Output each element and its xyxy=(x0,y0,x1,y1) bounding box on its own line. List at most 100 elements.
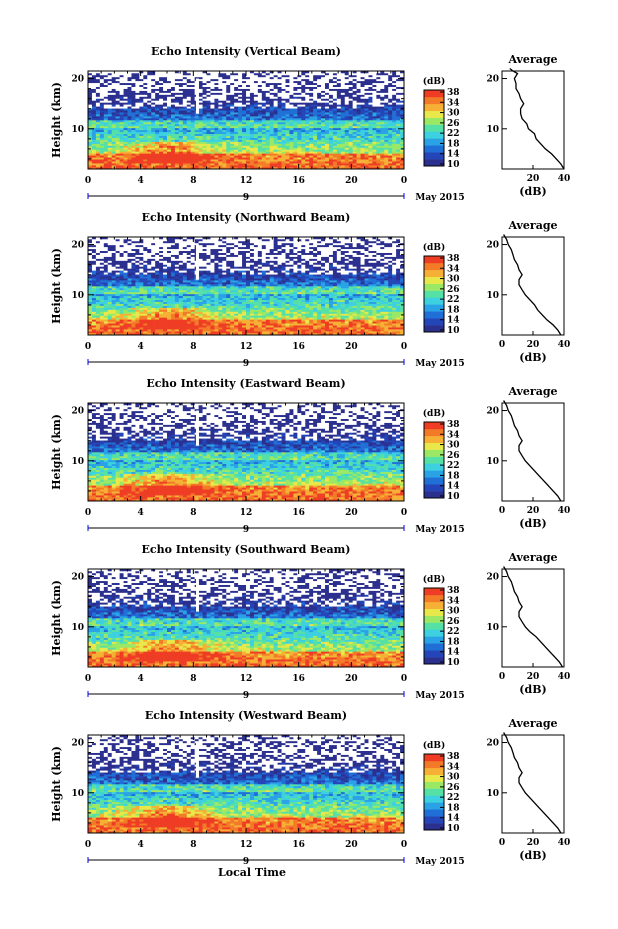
colorbar-tick-label: 14 xyxy=(447,482,460,492)
colorbar-tick-label: 22 xyxy=(447,461,460,471)
x-tick-label: 4 xyxy=(138,840,144,850)
colorbar-segment xyxy=(424,304,444,312)
date-marker: 9 xyxy=(243,691,249,701)
avg-y-tick-label: 20 xyxy=(486,573,499,583)
y-tick-label: 10 xyxy=(71,291,84,301)
data-gap xyxy=(195,244,199,280)
colorbar-tick-label: 14 xyxy=(447,648,460,658)
colorbar-segment xyxy=(424,422,444,430)
y-axis-label: Height (km) xyxy=(50,580,63,656)
x-tick-label: 8 xyxy=(190,176,196,186)
avg-y-tick-label: 10 xyxy=(486,125,499,135)
avg-x-tick-label: 20 xyxy=(527,838,540,848)
avg-x-tick-label: 20 xyxy=(527,174,540,184)
x-tick-label: 16 xyxy=(292,342,305,352)
colorbar-segment xyxy=(424,256,444,264)
colorbar-segment xyxy=(424,643,444,651)
average-xlabel: (dB) xyxy=(519,185,546,198)
colorbar-segment xyxy=(424,283,444,291)
x-tick-label: 4 xyxy=(138,342,144,352)
colorbar-segment xyxy=(424,152,444,160)
x-tick-label: 0 xyxy=(85,674,91,684)
colorbar-tick-label: 38 xyxy=(447,88,460,98)
colorbar-segment xyxy=(424,588,444,596)
x-tick-label: 8 xyxy=(190,674,196,684)
colorbar-segment xyxy=(424,456,444,464)
date-label: May 2015 xyxy=(415,525,464,535)
colorbar-segment xyxy=(424,629,444,637)
x-tick-label: 0 xyxy=(85,840,91,850)
colorbar-segment xyxy=(424,477,444,485)
colorbar-segment xyxy=(424,90,444,98)
colorbar-tick-label: 30 xyxy=(447,275,460,285)
data-gap xyxy=(195,410,199,446)
x-tick-label: 20 xyxy=(345,176,358,186)
colorbar-tick-label: 10 xyxy=(447,492,460,502)
y-tick-label: 20 xyxy=(71,75,84,85)
average-profile: Average 10 20 0 20 40 (dB) xyxy=(486,551,570,696)
avg-x-tick-label: 0 xyxy=(499,672,505,682)
colorbar-segment xyxy=(424,463,444,471)
data-gap xyxy=(195,78,199,114)
y-tick-label: 10 xyxy=(71,789,84,799)
date-label: May 2015 xyxy=(415,857,464,867)
date-marker: 9 xyxy=(243,359,249,369)
average-xlabel: (dB) xyxy=(519,849,546,862)
y-axis-label: Height (km) xyxy=(50,746,63,822)
colorbar-segment xyxy=(424,650,444,658)
avg-x-tick-label: 0 xyxy=(499,838,505,848)
colorbar-unit: (dB) xyxy=(423,740,445,751)
colorbar-tick-label: 30 xyxy=(447,109,460,119)
colorbar-segment xyxy=(424,767,444,776)
avg-y-tick-label: 10 xyxy=(486,457,499,467)
colorbar-unit: (dB) xyxy=(423,76,445,87)
x-tick-label: 20 xyxy=(345,508,358,518)
x-tick-label: 0 xyxy=(401,840,407,850)
y-tick-label: 20 xyxy=(71,739,84,749)
date-label: May 2015 xyxy=(415,691,464,701)
colorbar-frame xyxy=(423,421,445,499)
x-tick-label: 4 xyxy=(138,674,144,684)
colorbar-segment xyxy=(424,131,444,139)
average-title: Average xyxy=(507,551,557,564)
colorbar-tick-label: 18 xyxy=(447,471,460,481)
y-axis-label: Height (km) xyxy=(50,414,63,490)
colorbar-segment xyxy=(424,96,444,105)
colorbar-frame xyxy=(423,587,445,665)
panel-title: Echo Intensity (Westward Beam) xyxy=(145,709,347,722)
heatmap xyxy=(88,71,405,170)
date-label: May 2015 xyxy=(415,359,464,369)
avg-y-tick-label: 20 xyxy=(486,739,499,749)
date-marker: 9 xyxy=(243,857,249,867)
x-tick-label: 20 xyxy=(345,342,358,352)
date-marker: 9 xyxy=(243,193,249,203)
colorbar-tick-label: 26 xyxy=(447,783,460,793)
colorbar-segment xyxy=(424,311,444,319)
x-tick-label: 12 xyxy=(240,840,253,850)
colorbar-segment xyxy=(424,657,444,665)
colorbar-tick-label: 34 xyxy=(447,430,460,440)
colorbar-tick-label: 34 xyxy=(447,264,460,274)
panel-title: Echo Intensity (Southward Beam) xyxy=(142,543,351,556)
average-title: Average xyxy=(507,385,557,398)
colorbar-segment xyxy=(424,788,444,796)
colorbar-segment xyxy=(424,470,444,478)
colorbar-tick-label: 30 xyxy=(447,441,460,451)
date-label: May 2015 xyxy=(415,193,464,203)
avg-y-tick-label: 20 xyxy=(486,75,499,85)
colorbar-segment xyxy=(424,802,444,810)
colorbar-segment xyxy=(424,615,444,623)
colorbar-tick-label: 18 xyxy=(447,803,460,813)
avg-x-tick-label: 40 xyxy=(558,506,571,516)
avg-x-tick-label: 40 xyxy=(558,174,571,184)
colorbar-segment xyxy=(424,297,444,305)
colorbar-tick-label: 14 xyxy=(447,316,460,326)
colorbar-tick-label: 26 xyxy=(447,617,460,627)
average-line xyxy=(503,732,562,834)
x-tick-label: 20 xyxy=(345,840,358,850)
avg-y-tick-label: 10 xyxy=(486,623,499,633)
x-tick-label: 4 xyxy=(138,508,144,518)
colorbar-segment xyxy=(424,276,444,284)
